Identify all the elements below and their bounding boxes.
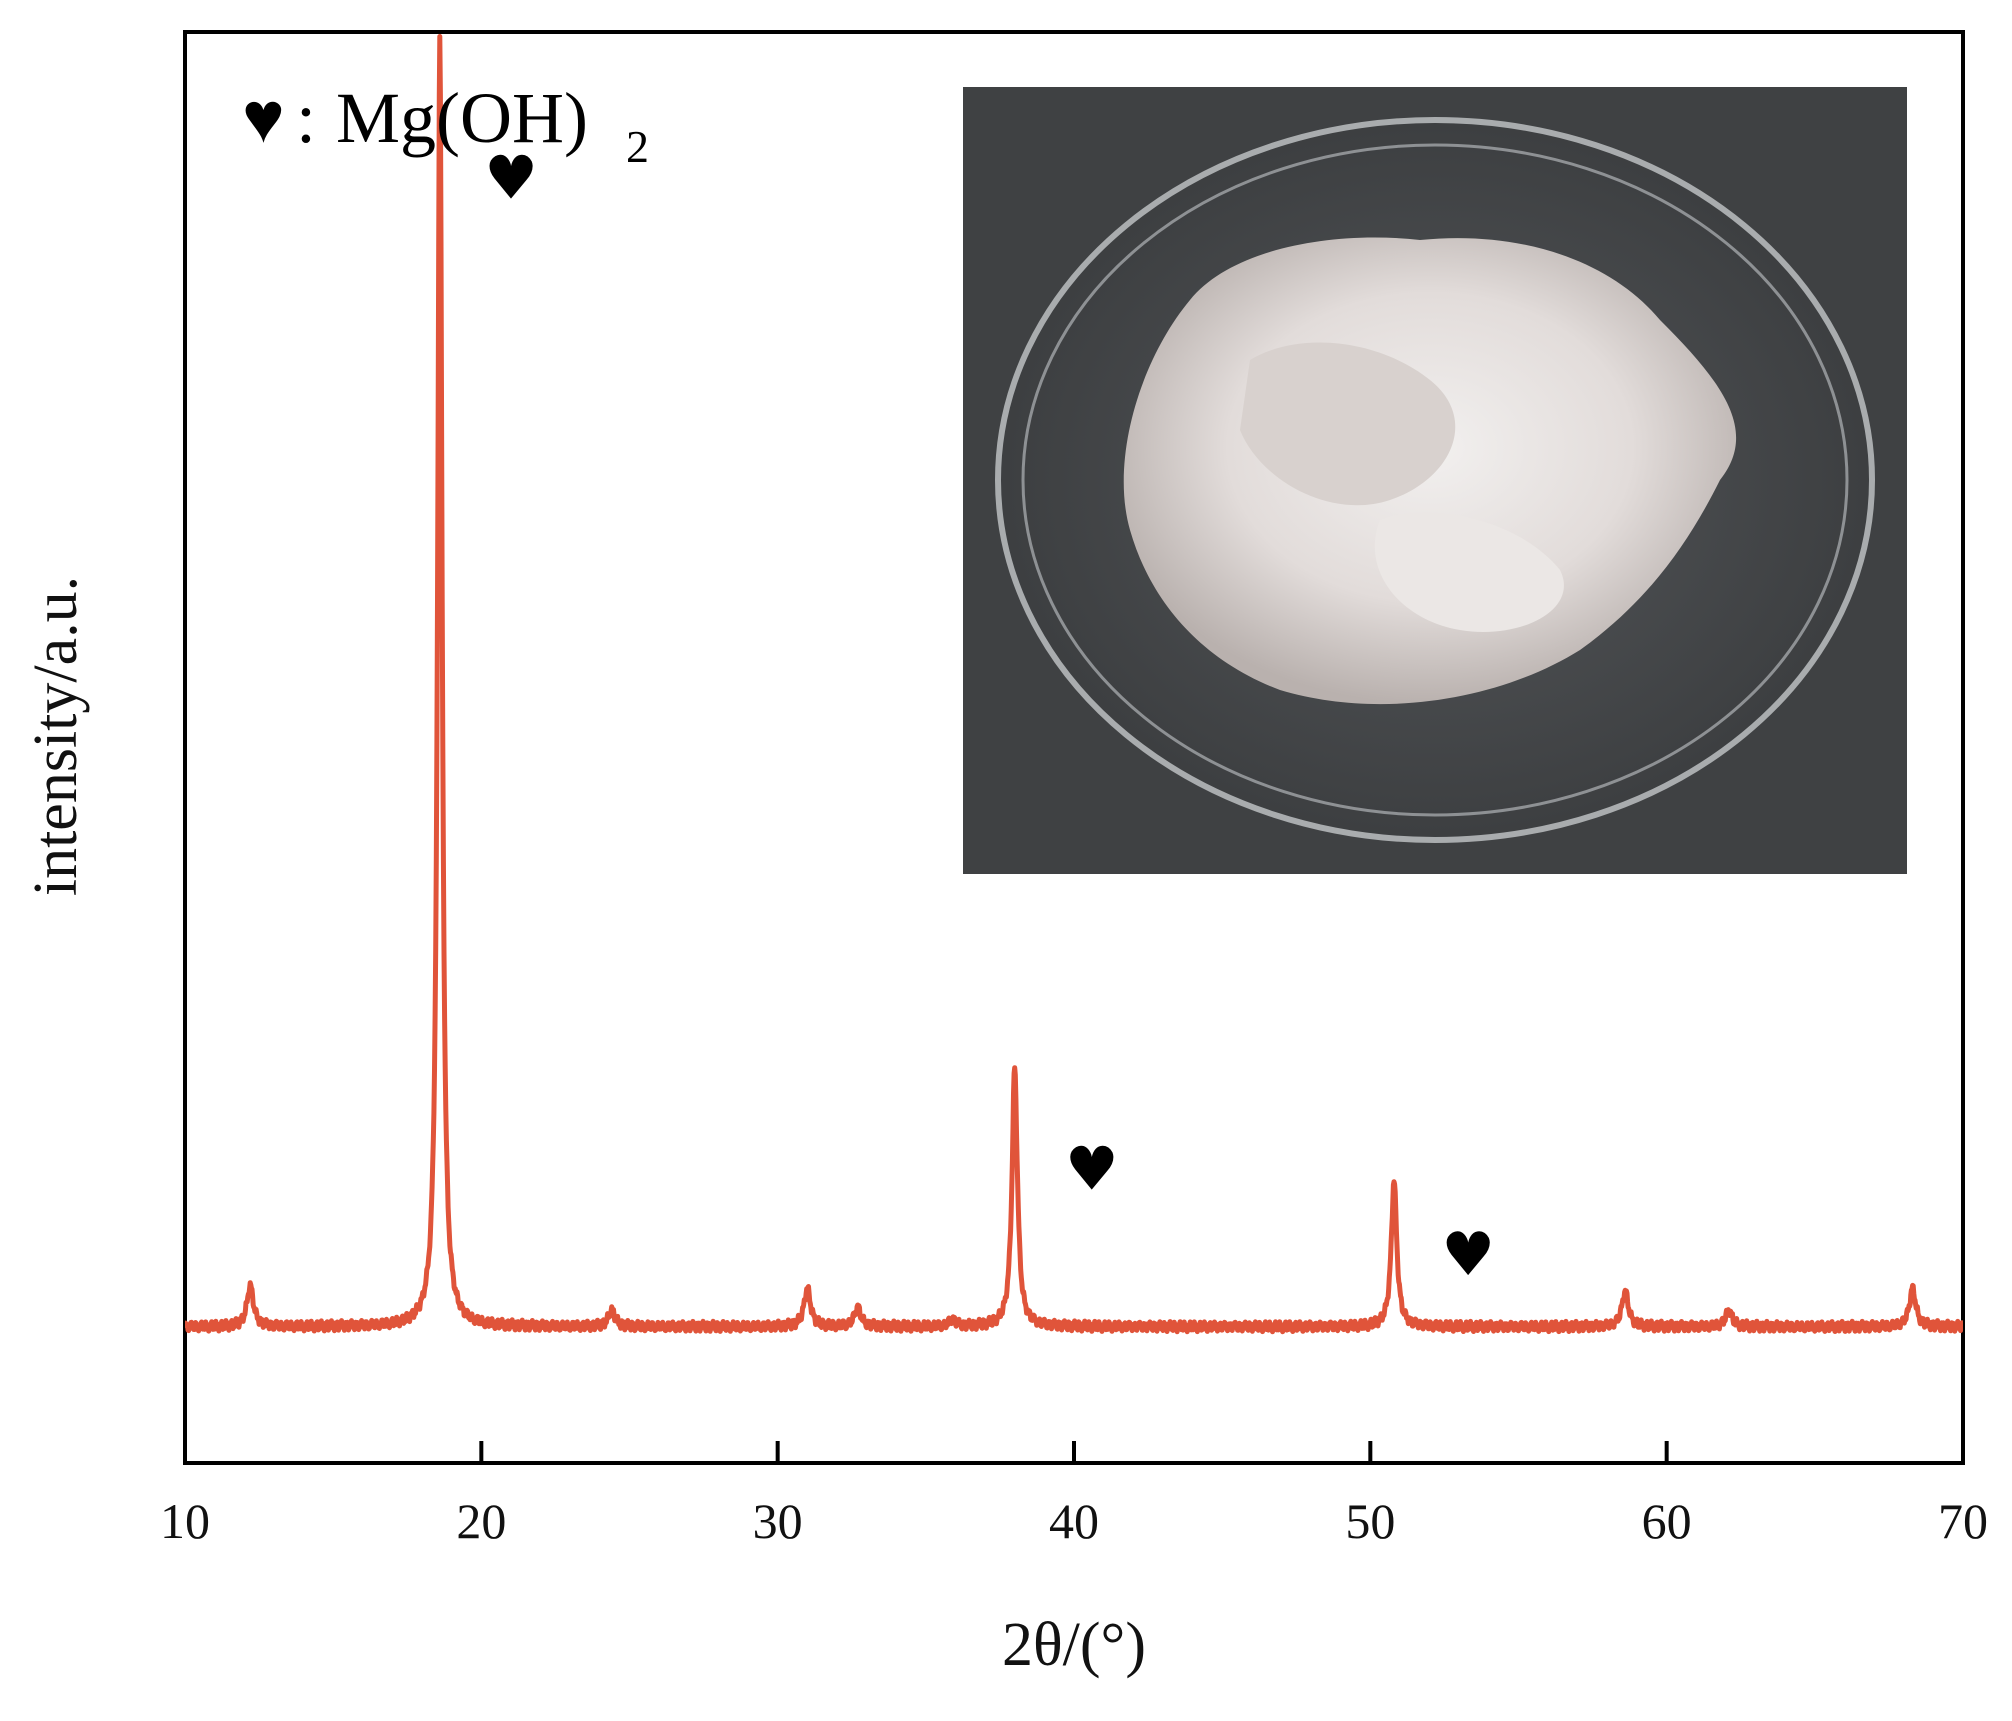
x-tick-label: 20 [456, 1493, 506, 1549]
heart-marker-icon: ♥ [1065, 1134, 1119, 1204]
inset-photo [963, 87, 1907, 874]
x-tick-label: 30 [753, 1493, 803, 1549]
x-tick-label: 50 [1345, 1493, 1395, 1549]
series-group [185, 34, 1963, 1335]
heart-marker-icon: ♥ [1441, 1220, 1495, 1290]
x-tick-label: 60 [1642, 1493, 1692, 1549]
x-axis-tick-labels: 10 20 30 40 50 60 70 [160, 1493, 1988, 1549]
legend-subscript: 2 [626, 121, 649, 172]
x-tick-label: 70 [1938, 1493, 1988, 1549]
legend: ♥ : Mg(OH) 2 [242, 78, 649, 172]
x-tick-label: 10 [160, 1493, 210, 1549]
legend-label: Mg(OH) [336, 78, 588, 158]
peak-markers: ♥ ♥ ♥ [484, 143, 1495, 1290]
legend-separator: : [296, 78, 316, 158]
x-axis-title: 2θ/(°) [1002, 1611, 1146, 1679]
heart-marker-icon: ♥ [484, 143, 538, 213]
legend-symbol: ♥ [242, 78, 285, 158]
x-axis-ticks [183, 1441, 1965, 1463]
xrd-series-line [185, 34, 1963, 1335]
x-tick-label: 40 [1049, 1493, 1099, 1549]
y-axis-title: intensity/a.u. [22, 576, 90, 896]
